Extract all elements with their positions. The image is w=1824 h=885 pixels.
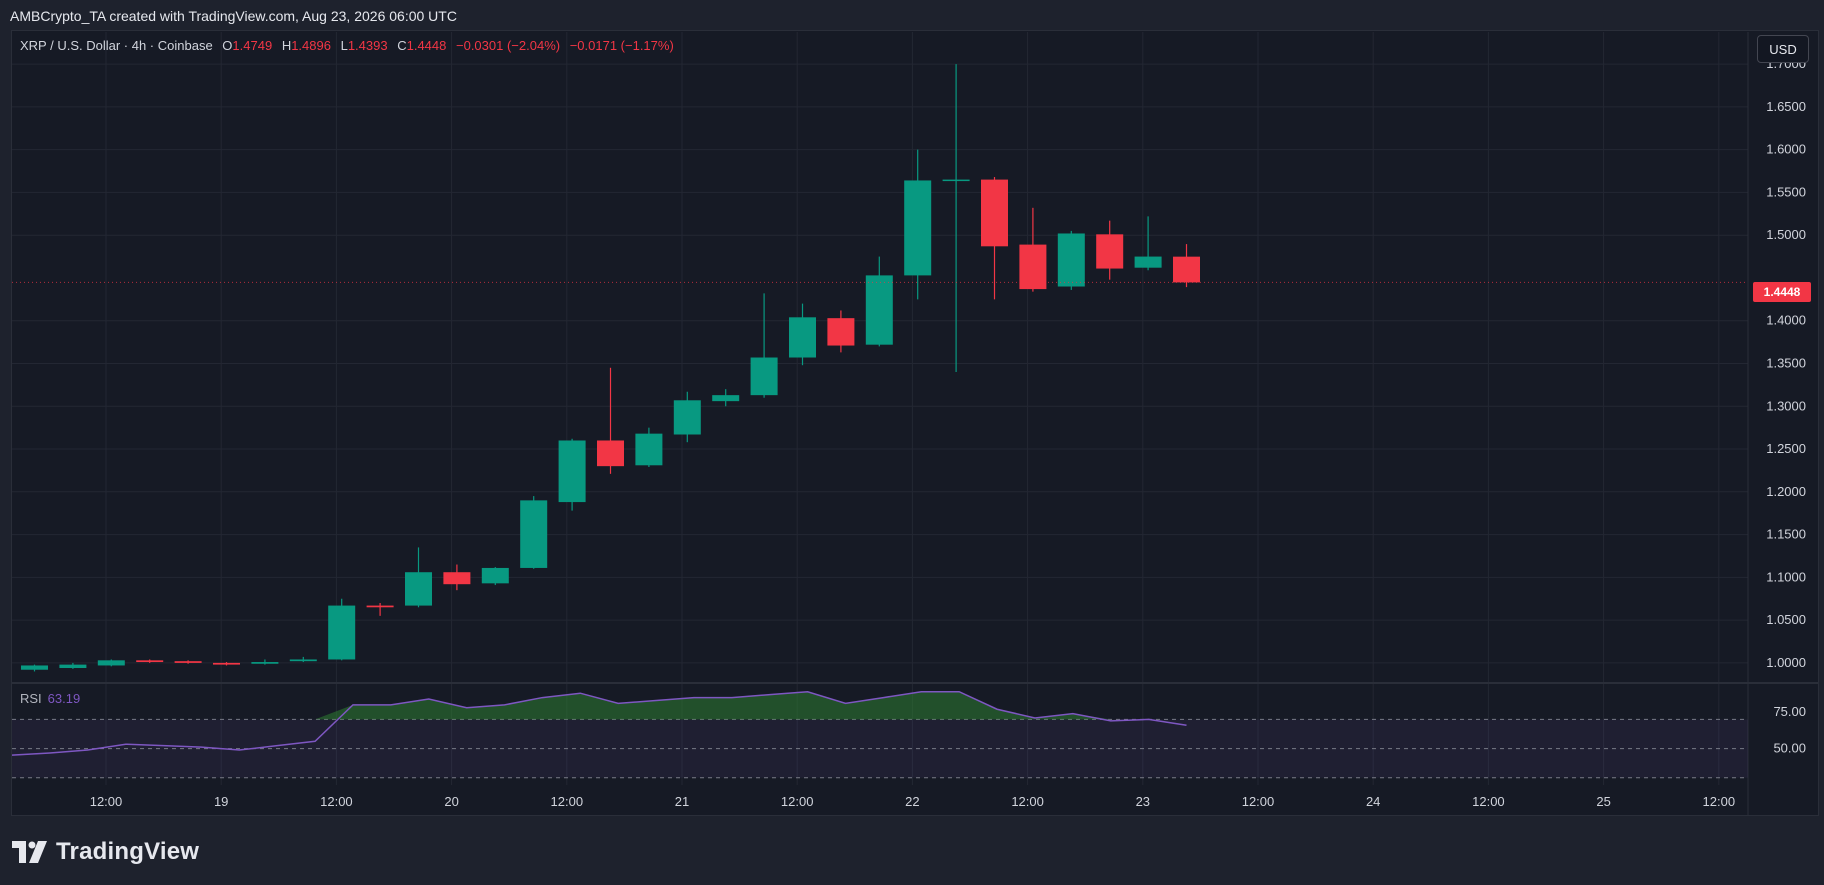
rsi-tick-label: 50.00 — [1773, 741, 1806, 756]
price-tick-label: 1.2500 — [1766, 441, 1806, 456]
attribution-text: AMBCrypto_TA created with TradingView.co… — [10, 8, 457, 24]
candle-body — [59, 664, 87, 669]
rsi-pane: 75.00 50.00 — [11, 690, 1806, 779]
candle-body — [520, 500, 548, 568]
candle-body — [827, 318, 855, 346]
candle-body — [865, 275, 893, 345]
candle-body — [21, 665, 48, 670]
price-tick-label: 1.5000 — [1766, 227, 1806, 242]
symbol-name: XRP / U.S. Dollar · 4h · Coinbase — [20, 38, 213, 53]
candle-body — [289, 659, 317, 662]
candle-body — [1134, 256, 1162, 268]
candle-body — [981, 179, 1008, 247]
price-tick-label: 1.3000 — [1766, 398, 1806, 413]
candle-body — [789, 317, 816, 358]
last-price-badge: 1.4448 — [1753, 282, 1811, 302]
time-tick-label: 12:00 — [1011, 794, 1044, 809]
change-value: −0.0301 (−2.04%) — [456, 38, 561, 53]
rsi-overbought-fill — [12, 691, 1187, 720]
price-tick-label: 1.0000 — [1766, 655, 1806, 670]
price-tick-label: 1.3500 — [1766, 356, 1806, 371]
rsi-legend: RSI 63.19 — [20, 691, 80, 706]
candle-body — [673, 400, 701, 435]
tradingview-brand[interactable]: TradingView — [12, 838, 199, 866]
candle-body — [251, 662, 279, 664]
time-tick-label: 20 — [444, 794, 458, 809]
low-value: 1.4393 — [347, 38, 388, 53]
time-tick-label: 23 — [1136, 794, 1150, 809]
time-tick-label: 12:00 — [1703, 794, 1736, 809]
price-tick-label: 1.1500 — [1766, 527, 1806, 542]
candle-body — [366, 605, 394, 608]
candle-body — [712, 395, 740, 402]
tradingview-logo-icon — [12, 841, 47, 863]
time-tick-label: 24 — [1366, 794, 1380, 809]
candle-body — [558, 440, 586, 503]
candle-body — [405, 572, 432, 606]
low-label: L — [340, 38, 348, 53]
price-tick-label: 1.6000 — [1766, 142, 1806, 157]
time-tick-label: 12:00 — [90, 794, 123, 809]
time-tick-label: 12:00 — [1472, 794, 1505, 809]
rsi-line — [11, 690, 1187, 756]
time-tick-label: 12:00 — [551, 794, 584, 809]
candle-body — [904, 180, 932, 276]
time-tick-label: 21 — [675, 794, 689, 809]
candle-body — [174, 661, 202, 663]
price-tick-label: 1.1000 — [1766, 569, 1806, 584]
symbol-legend: XRP / U.S. Dollar · 4h · Coinbase O1.474… — [20, 38, 674, 53]
candle-body — [750, 357, 778, 396]
candle-body — [942, 179, 970, 182]
candle-body — [328, 605, 356, 660]
candle-body — [481, 567, 509, 584]
high-label: H — [281, 38, 292, 53]
rsi-label: RSI — [20, 691, 42, 706]
time-tick-label: 12:00 — [781, 794, 814, 809]
change-value-2: −0.0171 (−1.17%) — [569, 38, 674, 53]
chart-frame[interactable] — [11, 30, 1819, 816]
candle-body — [1057, 233, 1085, 287]
candle-body — [1019, 244, 1047, 290]
candle-body — [213, 662, 240, 665]
price-tick-label: 1.4000 — [1766, 313, 1806, 328]
candle-body — [597, 440, 624, 467]
candle-body — [443, 572, 471, 585]
chart-grid — [12, 32, 1818, 815]
close-label: C — [397, 38, 407, 53]
candle-body — [1173, 256, 1200, 283]
candle-body — [1096, 234, 1124, 269]
time-tick-label: 12:00 — [320, 794, 353, 809]
candle-body — [97, 660, 125, 666]
rsi-tick-label: 75.00 — [1773, 704, 1806, 719]
price-axis-labels: 1.70001.65001.60001.55001.50001.40001.35… — [1766, 56, 1806, 670]
rsi-value: 63.19 — [47, 691, 81, 706]
time-tick-label: 25 — [1596, 794, 1610, 809]
close-value: 1.4448 — [406, 38, 447, 53]
time-tick-label: 22 — [905, 794, 919, 809]
candle-body — [635, 433, 663, 466]
price-tick-label: 1.5500 — [1766, 184, 1806, 199]
price-tick-label: 1.2000 — [1766, 484, 1806, 499]
time-tick-label: 12:00 — [1242, 794, 1275, 809]
currency-button[interactable]: USD — [1757, 35, 1809, 63]
time-axis-labels: 12:00 19 12:00 20 12:00 21 12:00 22 12:00 23 12:00… — [90, 794, 1735, 809]
open-label: O — [222, 38, 233, 53]
open-value: 1.4749 — [232, 38, 273, 53]
brand-name: TradingView — [56, 838, 200, 865]
time-tick-label: 19 — [214, 794, 228, 809]
price-tick-label: 1.0500 — [1766, 612, 1806, 627]
high-value: 1.4896 — [291, 38, 331, 53]
candlestick-series — [12, 64, 1748, 672]
price-tick-label: 1.6500 — [1766, 99, 1806, 114]
candle-body — [136, 660, 164, 663]
